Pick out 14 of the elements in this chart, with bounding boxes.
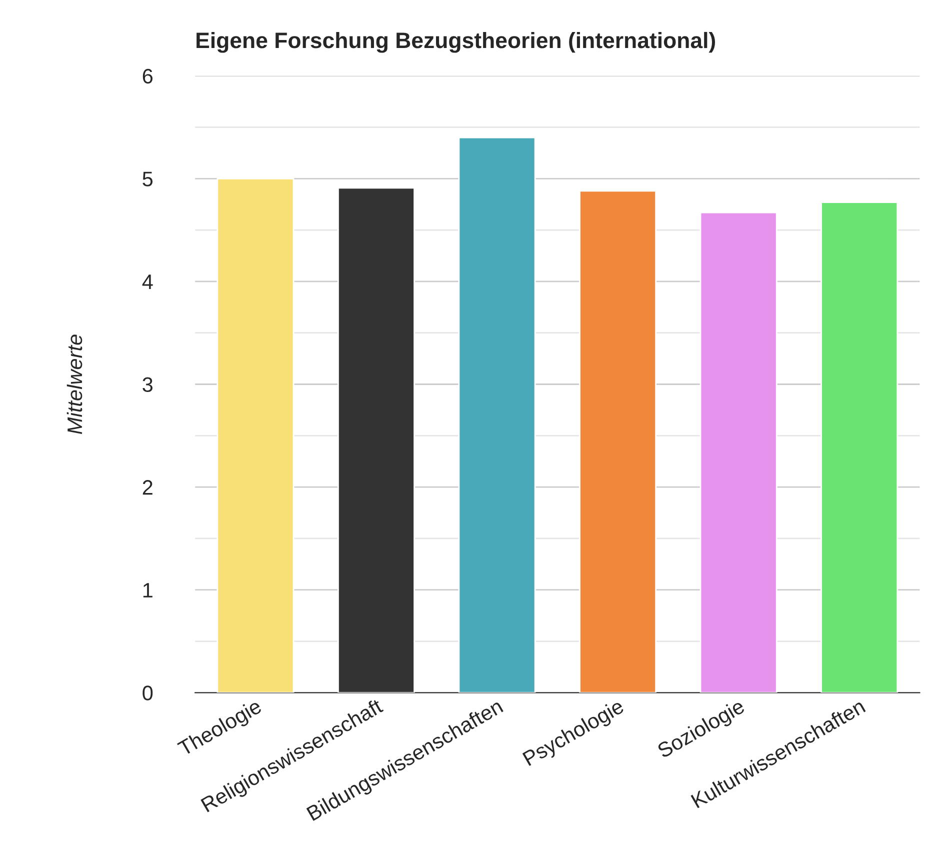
- y-tick-label: 0: [142, 686, 153, 700]
- y-tick-label: 2: [142, 480, 152, 495]
- y-axis-title: Mittelwerte: [66, 334, 82, 434]
- y-tick-label: 5: [142, 172, 153, 186]
- bar: [458, 136, 536, 693]
- y-tick-label: 3: [142, 377, 153, 392]
- bar: [820, 202, 898, 693]
- bar: [579, 190, 657, 693]
- bar: [700, 212, 778, 693]
- bar: [216, 178, 294, 693]
- y-tick-label: 1: [143, 583, 152, 598]
- y-tick-label: 4: [142, 274, 153, 289]
- y-tick-label: 6: [142, 68, 153, 84]
- chart-title: Eigene Forschung Bezugstheorien (international): [196, 32, 716, 53]
